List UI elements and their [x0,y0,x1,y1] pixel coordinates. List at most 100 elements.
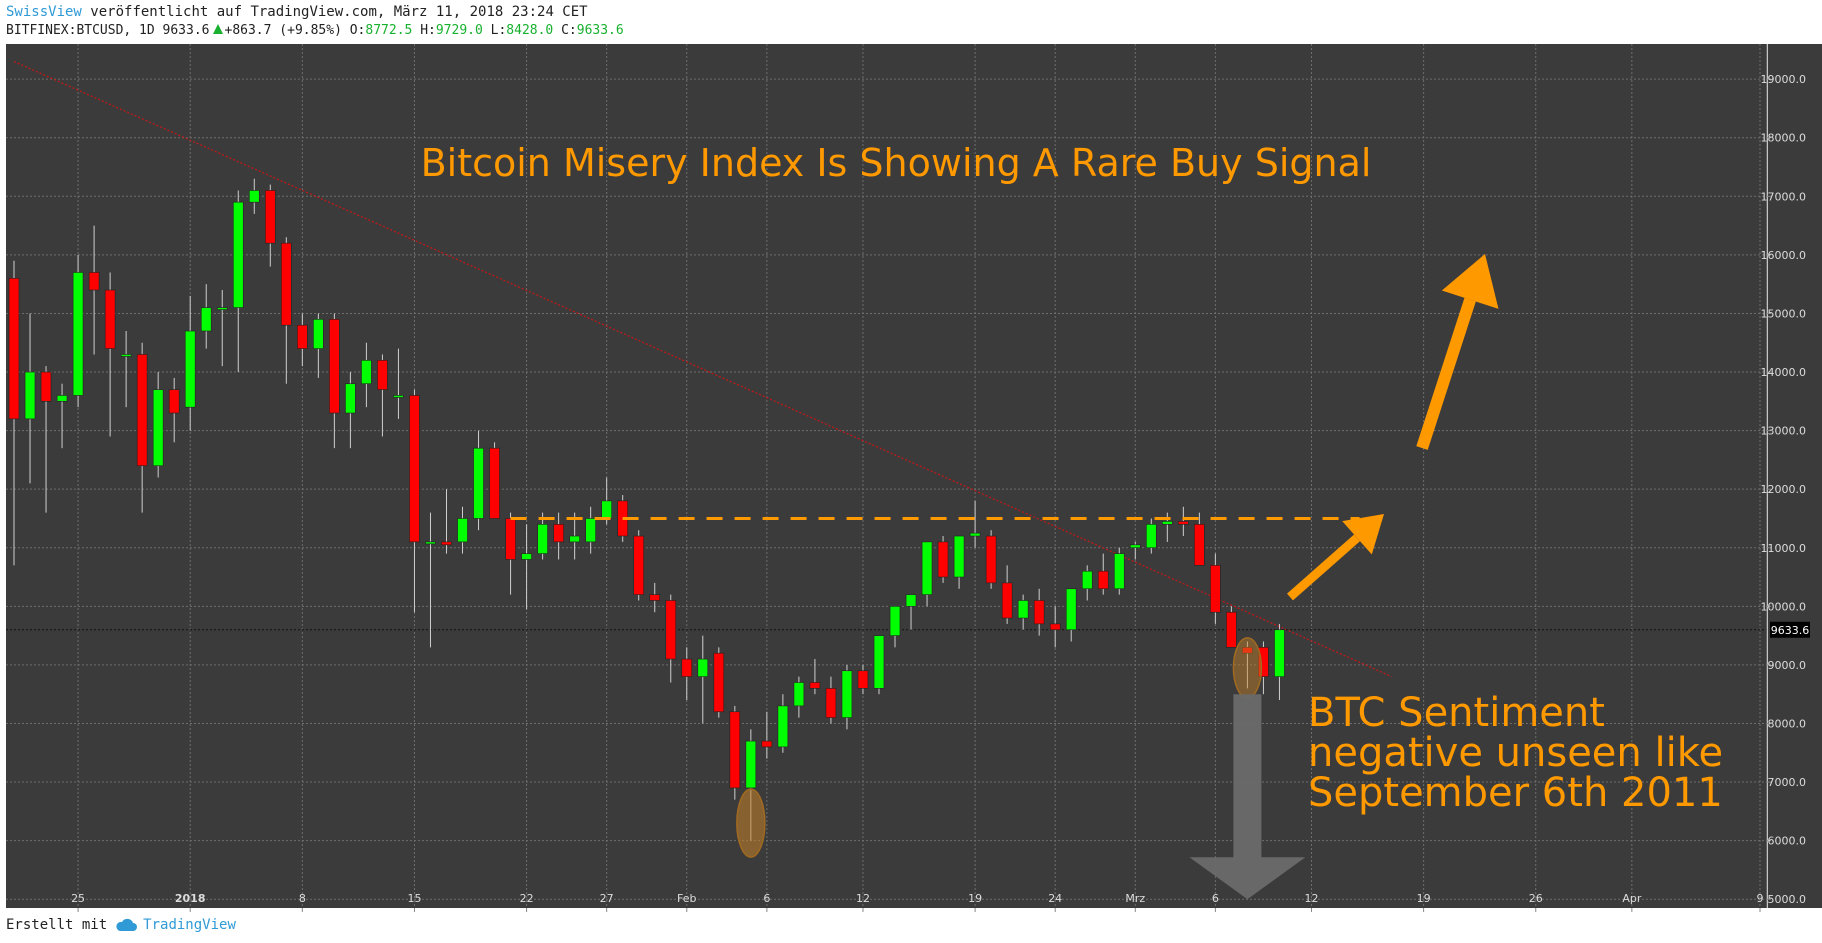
candle-body [425,541,436,545]
close-label: C: [561,23,577,38]
candle-body [729,711,741,789]
candle-body [457,518,468,543]
grid-lines [6,44,1767,908]
x-tick-label: Apr [1622,892,1642,905]
candle-body [1178,521,1189,525]
candle-body [313,319,324,349]
small-up-arrow-shaft [1287,534,1360,601]
trendline-layer [6,60,1767,678]
y-tick-label: 5000.0 [1768,893,1807,906]
candle-body [809,682,821,689]
candle-body [1097,570,1109,590]
candle-body [249,190,260,203]
candle-body [681,658,693,677]
candle-body [1130,544,1141,549]
candle-body [1226,611,1237,648]
candlestick-chart[interactable]: 5000.0 6000.0 7000.0 8000.0 9000.0 10000.0 110… [0,42,1822,912]
x-tick-label: Feb [677,892,696,905]
current-price-label: 9633.6 [1771,624,1810,637]
candle-body [24,371,36,420]
candle-body [281,242,292,326]
candle-body [857,670,869,689]
symbol-line: BITFINEX:BTCUSD, 1D 9633.6 [6,23,210,38]
published-text: veröffentlicht auf TradingView.com, März… [90,4,588,20]
candle-body [136,354,148,467]
candle-body [1194,524,1205,566]
candles-layer [8,178,1285,841]
chart-title: Bitcoin Misery Index Is Showing A Rare B… [421,141,1372,185]
y-tick-label: 6000.0 [1768,835,1807,848]
x-tick-label: 8 [299,892,306,905]
highlight-ellipse [736,788,766,858]
x-tick-label: 12 [856,892,870,905]
chart-header-line-1: SwissView veröffentlicht auf TradingView… [6,4,588,20]
tradingview-brand[interactable]: TradingView [115,917,236,933]
candle-body [633,535,644,595]
candle-body [1017,600,1029,619]
candle-body [521,553,532,560]
candle-body [553,524,564,543]
big-up-arrow-shaft [1416,297,1476,450]
candle-body [329,319,340,414]
y-tick-label: 10000.0 [1761,600,1807,613]
y-tick-label: 11000.0 [1761,542,1807,555]
y-tick-label: 9000.0 [1768,659,1807,672]
author-link[interactable]: SwissView [6,4,82,20]
x-tick-label: 2018 [175,892,206,905]
x-tick-label: Mrz [1125,892,1145,905]
candle-body [1146,524,1157,549]
candle-body [585,518,596,543]
candle-body [393,395,404,398]
plot-background [6,44,1767,908]
candle-body [489,447,500,519]
cloud-icon [116,918,138,931]
candle-body [361,360,372,385]
candle-body [665,600,677,660]
candle-body [152,389,164,467]
chart-header-line-2: BITFINEX:BTCUSD, 1D 9633.6 +863.7 (+9.85%… [6,23,624,38]
candle-body [441,541,452,546]
candle-body [569,535,580,543]
candle-body [649,594,660,601]
candle-body [1049,623,1061,631]
y-tick-label: 18000.0 [1761,132,1807,145]
candle-body [777,705,789,748]
x-tick-label: 24 [1048,892,1062,905]
candle-body [841,670,853,718]
y-tick-label: 15000.0 [1761,307,1807,320]
price-change: +863.7 (+9.85%) [224,23,342,38]
close-value: 9633.6 [576,23,624,38]
low-label: L: [490,23,507,38]
y-tick-label: 16000.0 [1761,249,1807,262]
x-tick-label: 19 [968,892,982,905]
candle-body [1274,629,1285,677]
low-value: 8428.0 [506,23,554,38]
candle-body [1162,521,1173,525]
candle-body [409,395,420,543]
y-tick-label: 19000.0 [1761,73,1807,86]
candle-body [8,278,20,420]
high-label: H: [420,23,436,38]
y-axis: 5000.0 6000.0 7000.0 8000.0 9000.0 10000.0 110… [1761,44,1810,908]
x-tick-label: 6 [1212,892,1219,905]
candle-body [88,272,100,291]
candle-body [953,535,965,578]
annotation-text: BTC Sentiment negative unseen like Septe… [1308,690,1736,816]
x-tick-label: 25 [71,892,85,905]
candle-body [200,307,212,332]
x-tick-label: 26 [1529,892,1543,905]
footer: Erstellt mit TradingView [6,917,236,933]
candle-body [921,541,933,595]
x-tick-label: 22 [520,892,534,905]
candle-body [297,324,308,349]
candle-body [473,447,484,519]
big-up-arrow-head [1441,254,1499,309]
tradingview-link[interactable]: TradingView [143,917,236,933]
x-axis: 25 2018 8 15 22 27 Feb 6 12 19 24 Mrz 6 12 19 26 Apr 9 [71,892,1764,912]
created-with-text: Erstellt mit [6,917,108,933]
candle-body [601,500,612,519]
open-value: 8772.5 [365,23,413,38]
candle-body [745,740,757,789]
high-value: 9729.0 [435,23,483,38]
open-label: O: [349,23,366,38]
